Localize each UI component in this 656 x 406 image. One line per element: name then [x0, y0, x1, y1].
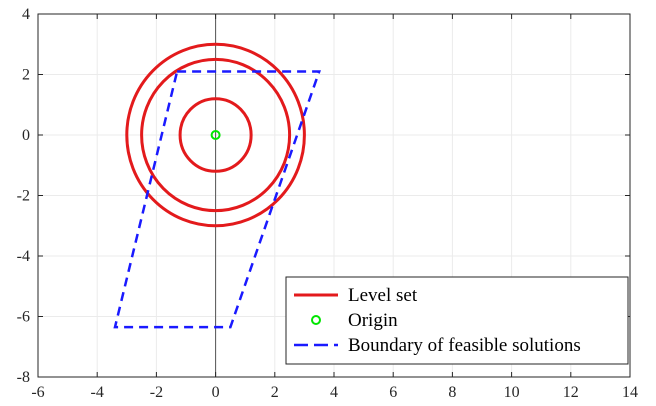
y-tick-label: 2 [22, 67, 30, 84]
x-tick-label: -2 [150, 384, 163, 401]
legend-label: Level set [348, 285, 418, 306]
x-tick-label: 4 [330, 384, 338, 401]
level-set-circle [178, 97, 253, 173]
legend-label: Boundary of feasible solutions [348, 335, 581, 356]
legend-box [285, 276, 629, 365]
legend-swatch-origin [311, 315, 321, 325]
y-tick-label: -4 [17, 248, 30, 265]
y-tick-label: -2 [17, 188, 30, 205]
x-tick-label: 14 [622, 384, 638, 401]
level-set-circle [125, 42, 306, 228]
plot-area [113, 14, 321, 377]
y-tick-label: -6 [17, 309, 30, 326]
x-tick-label: 2 [271, 384, 279, 401]
x-tick-label: 8 [448, 384, 456, 401]
y-tick-label: -8 [17, 369, 30, 386]
x-tick-label: -6 [31, 384, 44, 401]
origin-marker [210, 130, 221, 140]
level-set-circle [140, 57, 292, 213]
x-tick-label: 0 [212, 384, 220, 401]
y-tick-label: 4 [22, 6, 30, 23]
x-tick-label: -4 [91, 384, 104, 401]
y-tick-label: 0 [22, 127, 30, 144]
x-tick-label: 12 [563, 384, 579, 401]
x-tick-label: 10 [504, 384, 520, 401]
legend: Level set Origin Boundary of feasible solu… [285, 276, 629, 365]
x-tick-label: 6 [389, 384, 397, 401]
legend-label: Origin [348, 310, 398, 331]
feasible-boundary-line [113, 70, 321, 329]
